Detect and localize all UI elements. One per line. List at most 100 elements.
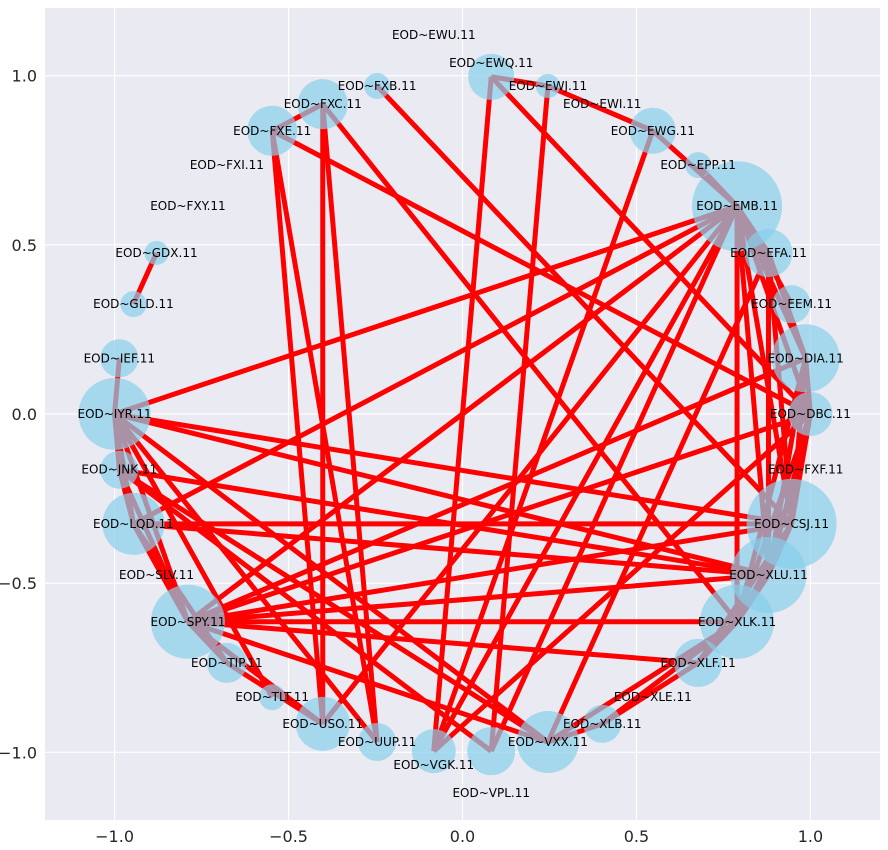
node-label: EOD~FXF.11: [768, 463, 844, 477]
y-tick-label: 0.0: [12, 405, 37, 424]
node-label: EOD~XLE.11: [614, 690, 692, 704]
edge: [545, 251, 771, 744]
node-label: EOD~XLU.11: [729, 568, 808, 582]
node-label: EOD~USO.11: [282, 717, 363, 731]
node: [295, 696, 350, 751]
x-tick-label: −1.0: [95, 827, 134, 846]
edge: [132, 203, 739, 527]
node-label: EOD~LQD.11: [93, 517, 174, 531]
node: [358, 722, 397, 761]
node: [411, 729, 456, 774]
edge: [117, 467, 550, 745]
edge: [186, 204, 739, 624]
x-tick-label: 0.0: [450, 827, 475, 846]
edge: [269, 130, 380, 743]
node-label: EOD~EWJ.11: [509, 79, 587, 93]
node-label: EOD~VGK.11: [393, 758, 474, 772]
node-label: EOD~IEF.11: [84, 351, 156, 365]
node: [629, 107, 676, 154]
node-label: EOD~EPP.11: [660, 158, 736, 172]
edge: [187, 619, 699, 666]
edge: [431, 204, 740, 753]
edge: [432, 412, 813, 754]
node: [120, 291, 147, 318]
node-label: EOD~FXB.11: [338, 79, 417, 93]
edge: [117, 467, 493, 754]
node-label: EOD~EWG.11: [611, 124, 695, 138]
node-label: EOD~SLV.11: [119, 568, 194, 582]
node-label: EOD~GDX.11: [115, 246, 197, 260]
node-label: EOD~FXI.11: [190, 158, 264, 172]
node-label: EOD~TIP.11: [191, 656, 263, 670]
node-label: EOD~XLK.11: [698, 615, 776, 629]
node: [206, 642, 247, 683]
edge: [187, 521, 792, 625]
x-tick-label: −0.5: [269, 827, 308, 846]
edge: [113, 203, 738, 417]
node-label: EOD~XLF.11: [660, 656, 735, 670]
node: [144, 240, 169, 265]
node-label: EOD~GLD.11: [93, 297, 174, 311]
node-label: EOD~EEM.11: [751, 297, 832, 311]
node-label: EOD~CSJ.11: [754, 517, 829, 531]
x-tick-label: 0.5: [624, 827, 649, 846]
edge: [118, 467, 769, 578]
node: [364, 73, 391, 100]
nodes: [78, 53, 840, 776]
y-tick-label: 0.5: [12, 236, 37, 255]
edge: [112, 412, 380, 744]
edge: [113, 411, 770, 578]
y-tick-label: −1.0: [0, 743, 37, 762]
edge: [133, 521, 769, 578]
node-label: EOD~EWI.11: [563, 97, 641, 111]
edge: [375, 84, 794, 526]
node-label: EOD~DBC.11: [770, 407, 851, 421]
node-label: EOD~EWU.11: [392, 28, 476, 42]
node-label: EOD~FXE.11: [233, 124, 311, 138]
node-label: EOD~JNK.11: [81, 463, 157, 477]
node: [692, 161, 783, 252]
edge: [187, 572, 769, 625]
x-tick-label: 1.0: [798, 827, 823, 846]
y-axis-ticks: −1.0 −0.5 0.0 0.5 1.0: [0, 67, 37, 763]
node: [78, 378, 151, 450]
node: [100, 339, 139, 378]
node: [516, 710, 579, 773]
y-tick-label: 1.0: [12, 67, 37, 86]
edge: [187, 619, 549, 745]
node-label: EOD~FXC.11: [284, 97, 362, 111]
node: [297, 79, 348, 130]
y-tick-label: −0.5: [0, 574, 37, 593]
node: [685, 152, 712, 179]
node: [247, 105, 298, 156]
edge: [269, 130, 326, 725]
node: [102, 492, 165, 555]
node: [468, 53, 515, 100]
node: [771, 324, 840, 393]
node: [746, 478, 837, 569]
node-label: EOD~EWQ.11: [449, 56, 533, 70]
node-label: EOD~VPL.11: [452, 786, 530, 800]
node: [535, 74, 560, 99]
node: [583, 704, 622, 743]
node-label: EOD~XLB.11: [563, 717, 642, 731]
node: [259, 684, 286, 711]
node-label: EOD~FXY.11: [150, 199, 225, 213]
x-axis-ticks: −1.0 −0.5 0.0 0.5 1.0: [95, 827, 823, 846]
edge: [112, 412, 275, 699]
edge: [114, 411, 792, 527]
node: [788, 392, 833, 436]
node-label: EOD~IYR.11: [77, 407, 151, 421]
node: [467, 727, 516, 776]
node-label: EOD~DIA.11: [768, 351, 844, 365]
node-labels: EOD~DBC.11 EOD~DIA.11 EOD~EEM.11 EOD~EFA.11…: [77, 28, 850, 800]
node: [100, 450, 139, 489]
node-label: EOD~EMB.11: [696, 199, 778, 213]
node-label: EOD~UUP.11: [338, 735, 416, 749]
edge: [113, 412, 550, 744]
edge: [488, 85, 551, 752]
node-label: EOD~EFA.11: [730, 246, 807, 260]
node-label: EOD~TLT.11: [235, 690, 309, 704]
node: [772, 285, 811, 324]
